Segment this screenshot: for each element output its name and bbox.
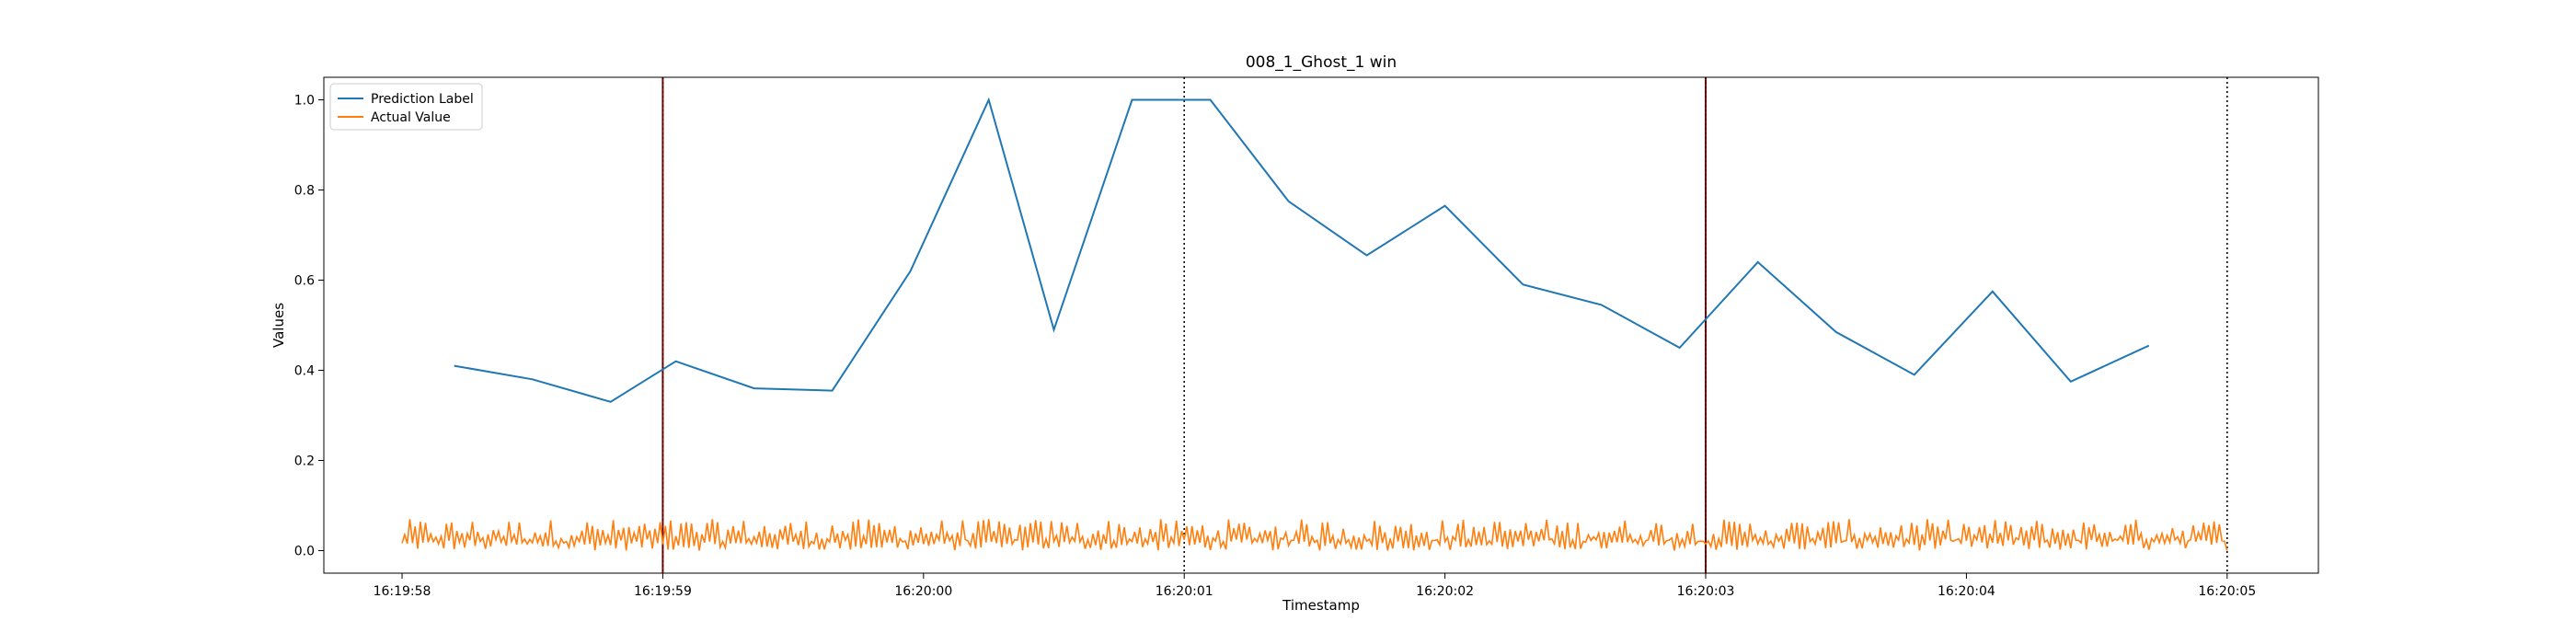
x-tick-label: 16:20:05 <box>2198 584 2256 599</box>
y-tick-label: 0.2 <box>294 454 315 469</box>
y-axis-label: Values <box>270 303 287 348</box>
x-tick-label: 16:20:03 <box>1677 584 1735 599</box>
series-line-prediction-label <box>454 97 2150 403</box>
y-tick-label: 0.0 <box>294 545 315 559</box>
x-tick-label: 16:20:01 <box>1156 584 1213 599</box>
y-tick-label: 1.0 <box>294 94 315 109</box>
legend-entry: Prediction Label <box>371 92 474 107</box>
y-tick-label: 0.4 <box>294 364 315 379</box>
series-line-actual-value <box>401 519 2228 551</box>
series-layer <box>401 97 2228 551</box>
chart-title: 008_1_Ghost_1 win <box>1246 53 1397 72</box>
legend: Prediction Label Actual Value <box>329 83 483 131</box>
x-tick-label: 16:19:58 <box>374 584 431 599</box>
x-tick-label: 16:20:02 <box>1416 584 1474 599</box>
y-tick-label: 0.6 <box>294 274 315 289</box>
vertical-markers <box>661 77 2228 573</box>
x-tick-label: 16:20:00 <box>894 584 952 599</box>
x-axis: 16:19:58 16:19:59 16:20:00 16:20:01 16:20:02… <box>374 573 2256 599</box>
x-axis-label: Timestamp <box>1282 597 1360 614</box>
legend-box <box>329 83 483 131</box>
y-axis: 0.0 0.2 0.4 0.6 0.8 1.0 <box>294 94 324 559</box>
y-tick-label: 0.8 <box>294 184 315 199</box>
x-tick-label: 16:20:04 <box>1938 584 1995 599</box>
legend-entry: Actual Value <box>371 110 451 125</box>
plot-frame <box>323 76 2319 574</box>
x-tick-label: 16:19:59 <box>634 584 692 599</box>
